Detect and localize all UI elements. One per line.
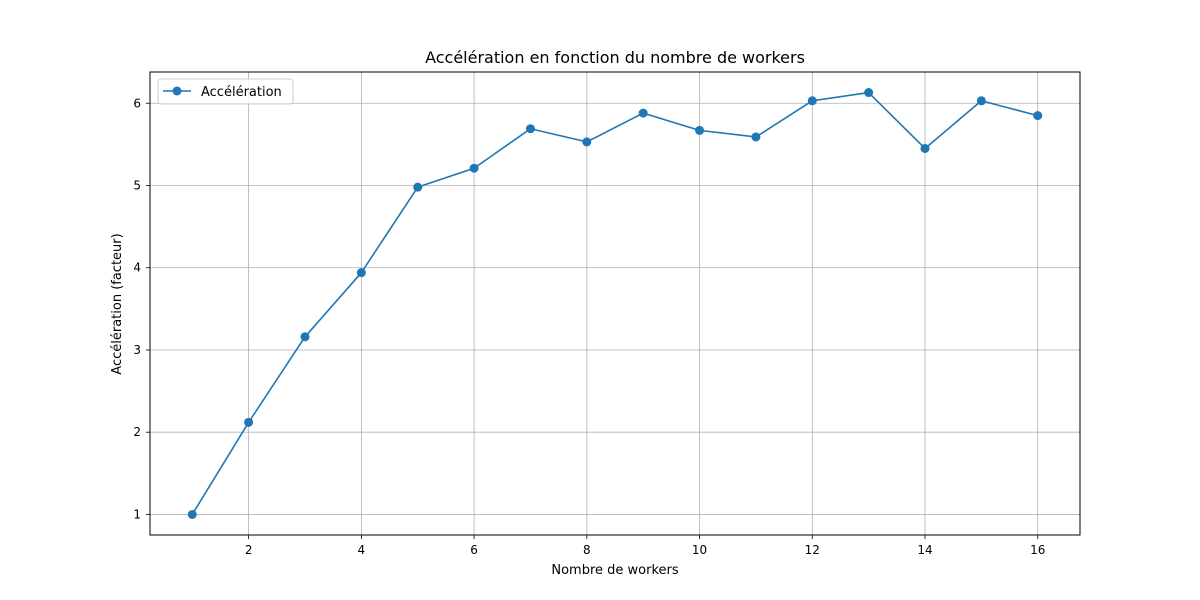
- data-point: [864, 88, 874, 98]
- data-point: [244, 417, 254, 427]
- legend-box: [157, 78, 294, 105]
- data-point: [638, 108, 648, 118]
- series-layer: [187, 88, 1043, 519]
- x-tick-label: 8: [583, 543, 591, 557]
- grid: [150, 72, 1080, 535]
- data-point: [356, 268, 366, 278]
- legend-entry-label: Accélération: [201, 85, 282, 100]
- x-tick-label: 4: [358, 543, 366, 557]
- data-point: [751, 132, 761, 142]
- data-point: [413, 182, 423, 192]
- chart-title: Accélération en fonction du nombre de wo…: [425, 48, 805, 67]
- plot-frame: [149, 71, 1081, 536]
- x-tick-label: 6: [470, 543, 478, 557]
- x-tick-label: 14: [917, 543, 932, 557]
- data-point: [807, 96, 817, 106]
- legend: Accélération: [157, 78, 294, 105]
- data-point: [695, 125, 705, 135]
- y-tick-label: 4: [133, 261, 141, 275]
- data-point: [300, 332, 310, 342]
- y-tick-label: 2: [133, 425, 141, 439]
- series-line: [191, 91, 1038, 515]
- x-axis-label: Nombre de workers: [551, 563, 679, 578]
- x-tick-label: 10: [692, 543, 707, 557]
- data-point: [582, 137, 592, 147]
- data-point: [525, 124, 535, 134]
- data-point: [469, 163, 479, 173]
- y-tick-label: 3: [133, 343, 141, 357]
- x-tick-label: 16: [1030, 543, 1045, 557]
- y-tick-label: 5: [133, 178, 141, 192]
- x-tick-label: 12: [805, 543, 820, 557]
- legend-marker-swatch: [172, 86, 182, 96]
- x-tick-label: 2: [245, 543, 253, 557]
- data-point: [1033, 111, 1043, 121]
- data-point: [920, 143, 930, 153]
- y-tick-label: 1: [133, 507, 141, 521]
- data-point: [187, 509, 197, 519]
- y-axis-label: Accélération (facteur): [110, 233, 125, 374]
- data-point: [976, 96, 986, 106]
- y-tick-label: 6: [133, 96, 141, 110]
